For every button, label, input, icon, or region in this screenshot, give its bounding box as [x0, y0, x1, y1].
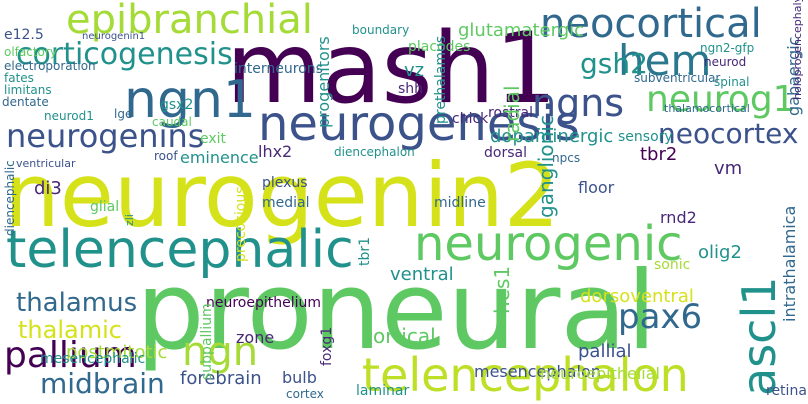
word: proneural: [136, 249, 657, 374]
word: medial: [262, 195, 310, 211]
word: neurogenins: [6, 117, 205, 155]
word: fates: [4, 71, 34, 85]
word: sensory: [618, 129, 673, 145]
word: neurogenesis: [258, 96, 580, 152]
word: intrathalamica: [780, 205, 799, 322]
word: zli: [123, 214, 136, 226]
word: tbr1: [357, 236, 373, 266]
word: bulb: [282, 368, 317, 387]
word: midbrain: [40, 367, 165, 400]
word: cortical: [362, 324, 436, 348]
word: progenitors: [314, 36, 333, 128]
word: gsh2: [580, 47, 648, 80]
word: neocortex: [658, 117, 799, 150]
word: tbr2: [640, 144, 678, 165]
word: dorsoventral: [580, 286, 694, 307]
word: glutamatergic: [458, 20, 585, 41]
word: roof: [154, 149, 178, 163]
word: postmitotic: [66, 342, 168, 363]
word: rnd2: [660, 208, 697, 227]
word: hem: [618, 36, 712, 85]
word: ngn2-gfp: [700, 41, 755, 55]
word: thalamus: [16, 288, 138, 318]
word: midline: [434, 195, 486, 211]
word: ngns: [532, 81, 625, 125]
word: vm: [714, 158, 743, 179]
word: zone: [236, 328, 275, 347]
word: telencephalic: [6, 220, 354, 280]
word: thalamic: [18, 316, 122, 344]
word: exit: [200, 131, 227, 147]
word: diencephalic: [3, 160, 17, 236]
word: dopaminergic: [490, 126, 614, 147]
word: thalamocortical: [664, 102, 750, 115]
word: neuroepithelial: [540, 364, 660, 383]
word: cortex: [286, 387, 324, 401]
word: electroporation: [4, 59, 96, 73]
word: ngn1: [124, 70, 257, 130]
word: e12.5: [4, 27, 44, 43]
word: prethalamus: [433, 35, 449, 124]
word: lge: [114, 107, 133, 121]
word: pallium: [4, 335, 137, 376]
word: mesencephalic: [40, 351, 146, 367]
word: laminar: [356, 383, 410, 399]
word: precocious: [233, 186, 249, 262]
word: neurod: [704, 55, 747, 69]
word: radial: [500, 85, 524, 142]
word: foxg1: [319, 326, 335, 366]
word: eminence: [180, 148, 259, 167]
word: retina: [766, 383, 807, 399]
word: boundary: [352, 23, 410, 37]
word: neurod1: [44, 109, 94, 123]
word: gsx2: [160, 97, 194, 113]
word: ganglionic: [534, 115, 558, 218]
word: sonic: [654, 257, 691, 273]
word: ascl1: [732, 276, 786, 397]
word: subpallium: [199, 303, 215, 380]
word: subventricular: [634, 71, 721, 85]
word: neurogenic: [414, 216, 683, 272]
word: glial: [90, 199, 120, 215]
word: limitans: [4, 83, 52, 97]
word: neuroepithelium: [206, 295, 322, 311]
word: corticogenesis: [16, 37, 233, 72]
word: mesencephalon: [474, 362, 601, 381]
word: npcs: [552, 151, 581, 165]
word: plexus: [262, 175, 308, 191]
word: mash1: [226, 12, 558, 126]
word: forebrain: [180, 368, 262, 389]
word: chick: [452, 111, 489, 127]
word: ventricular: [16, 157, 76, 170]
word: neocortical: [540, 1, 762, 47]
word: telencephalon: [362, 348, 689, 402]
word: dorsal: [484, 145, 527, 161]
word: spinal: [714, 75, 750, 89]
word: pax6: [618, 297, 703, 337]
word: shh: [398, 81, 424, 97]
word: pallial: [578, 341, 632, 362]
word: olig2: [698, 242, 742, 263]
word: placodes: [408, 39, 471, 55]
word: di3: [34, 178, 62, 199]
word: floor: [578, 178, 615, 197]
word: epibranchial: [66, 0, 313, 43]
word: ngn: [182, 329, 259, 375]
word: rostral: [488, 105, 534, 121]
word: olfactory: [4, 45, 57, 59]
word: ventral: [390, 264, 454, 285]
word: neurogenin2: [4, 144, 560, 247]
word: interneurons: [234, 61, 323, 77]
word: neurog1: [646, 79, 796, 120]
word: vz: [404, 60, 425, 81]
word: dentate: [2, 95, 49, 109]
word: holoprosencephaly: [791, 0, 804, 100]
word: diencephalon: [334, 145, 415, 159]
word: caudal: [152, 115, 192, 129]
word: neurogenin1: [82, 31, 146, 42]
word: lhx2: [258, 142, 293, 161]
word: hes1: [490, 265, 514, 314]
